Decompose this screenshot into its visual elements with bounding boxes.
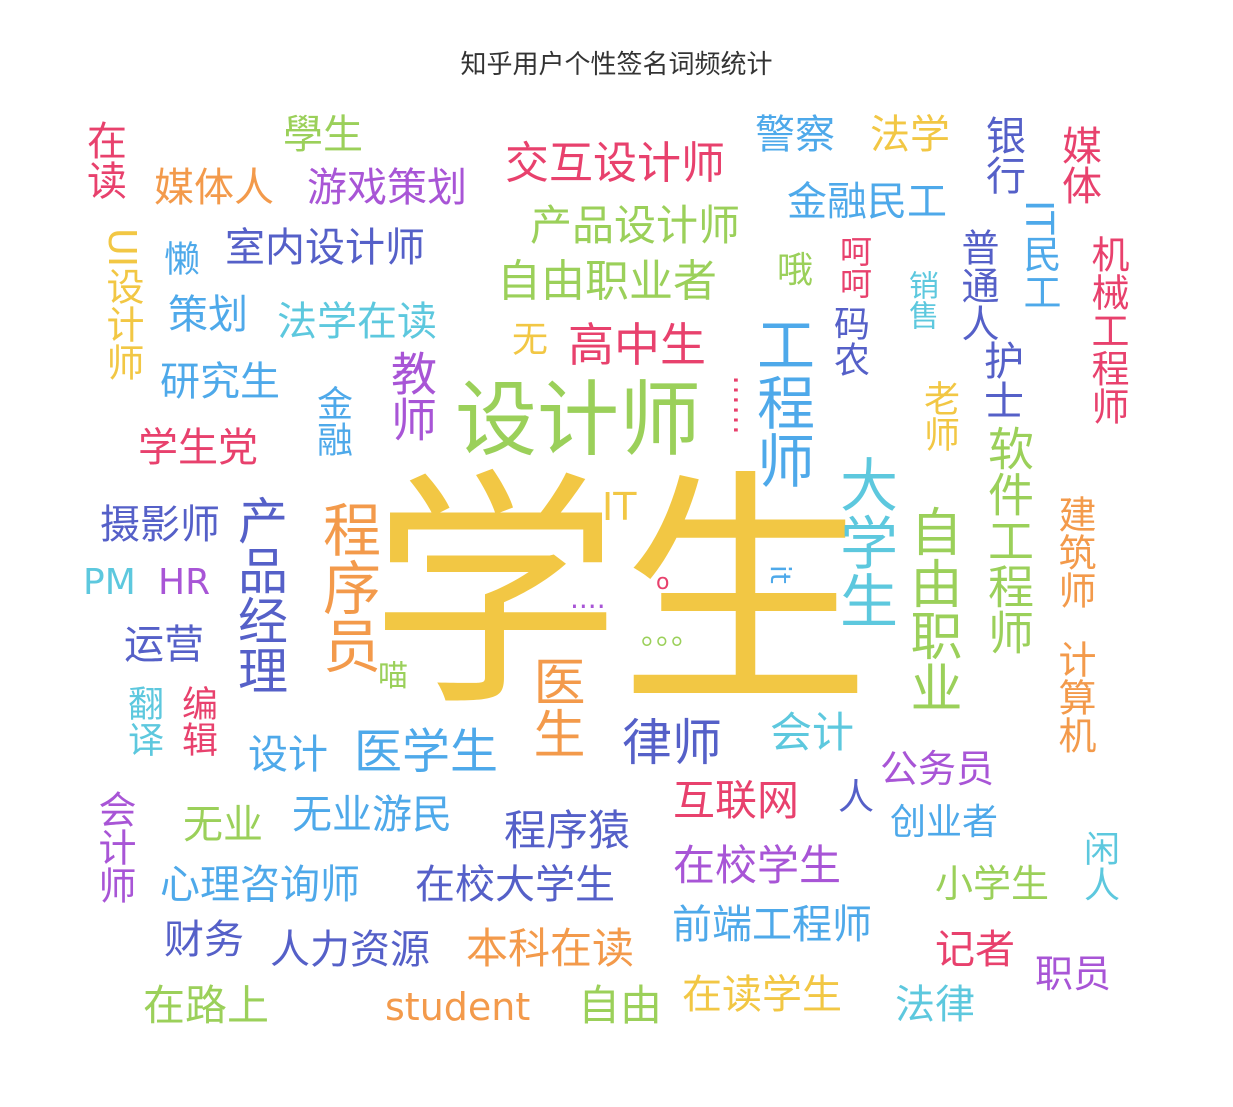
word-81: ……	[726, 375, 761, 435]
word-57: 在校学生	[673, 841, 842, 890]
word-6: 产品经理	[230, 495, 288, 695]
word-12: 医学生	[354, 724, 499, 780]
word-18: 游戏策划	[307, 165, 467, 211]
word-76: 无	[506, 320, 547, 356]
word-3: 工程师	[747, 315, 815, 489]
word-4: 大学生	[830, 455, 898, 629]
word-80: 喵	[378, 659, 408, 694]
word-9: 软件工程师	[981, 425, 1035, 655]
word-38: 编辑	[176, 685, 217, 757]
word-56: 职员	[1035, 952, 1112, 996]
word-77: 金融	[311, 385, 352, 457]
word-34: PM	[83, 562, 136, 603]
word-11: 律师	[622, 714, 722, 772]
word-60: 创业者	[890, 802, 999, 843]
word-43: 程序猿	[504, 806, 631, 855]
word-26: 室内设计师	[225, 225, 425, 271]
word-16: 高中生	[568, 318, 706, 372]
word-22: 法学	[870, 112, 950, 158]
word-65: 计算机	[1052, 640, 1096, 754]
word-21: 警察	[755, 112, 835, 158]
word-24: 媒体	[1055, 125, 1101, 205]
word-64: 闲人	[1078, 830, 1119, 902]
word-82: ....	[570, 582, 606, 615]
word-46: 财务	[164, 917, 244, 963]
word-31: 研究生	[160, 359, 280, 405]
word-35: HR	[158, 562, 211, 603]
word-83: o	[656, 570, 670, 595]
word-61: 公务员	[880, 747, 995, 791]
word-48: 本科在读	[466, 924, 635, 973]
word-41: 无业	[183, 802, 263, 848]
word-36: 运营	[124, 622, 204, 668]
word-29: 策划	[168, 292, 248, 338]
word-13: 交互设计师	[505, 138, 725, 189]
word-17: 媒体人	[154, 165, 274, 211]
word-14: 产品设计师	[530, 201, 741, 250]
word-70: 护士	[977, 340, 1023, 420]
word-44: 心理咨询师	[160, 862, 360, 908]
word-5: 程序员	[313, 500, 381, 674]
chart-title: 知乎用户个性签名词频统计	[460, 50, 773, 80]
word-23: 银行	[979, 115, 1025, 195]
word-28: UI设计师	[100, 228, 144, 382]
word-58: 互联网	[673, 776, 800, 825]
word-59: 人	[838, 777, 875, 818]
word-54: 前端工程师	[672, 902, 872, 948]
word-73: 码农	[828, 305, 869, 377]
word-50: student	[385, 985, 531, 1029]
word-45: 在校大学生	[415, 862, 615, 908]
word-39: 设计	[248, 732, 328, 778]
word-30: 法学在读	[277, 299, 437, 345]
word-47: 人力资源	[270, 927, 430, 973]
word-2: 设计师	[455, 373, 702, 468]
word-8: 自由职业	[901, 505, 961, 713]
word-10: 教师	[384, 350, 438, 442]
word-69: 普通人	[955, 228, 999, 342]
word-15: 自由职业者	[497, 256, 717, 307]
word-49: 在路上	[143, 981, 270, 1030]
word-19: 學生	[283, 112, 363, 158]
word-71: 销售	[903, 270, 938, 330]
word-67: 机械工程师	[1085, 235, 1129, 425]
word-1: 学生	[370, 449, 870, 740]
word-40: 会计师	[92, 790, 136, 904]
word-62: 小学生	[935, 862, 1050, 906]
word-68: IT民工	[1017, 200, 1061, 311]
word-32: 学生党	[138, 425, 258, 471]
word-79: it	[764, 565, 797, 584]
word-55: 记者	[935, 927, 1015, 973]
word-84: 。。。	[641, 617, 701, 652]
word-37: 翻译	[122, 685, 163, 757]
word-33: 摄影师	[100, 502, 220, 548]
word-7: 医生	[524, 655, 584, 759]
word-66: 建筑师	[1052, 495, 1096, 609]
word-74: 呵呵	[835, 235, 873, 299]
word-51: 自由	[578, 981, 663, 1030]
word-78: IT	[602, 485, 637, 529]
word-75: 哦	[777, 250, 814, 291]
word-20: 在读	[80, 120, 126, 200]
word-42: 无业游民	[292, 792, 452, 838]
word-52: 在读学生	[682, 972, 842, 1018]
word-53: 法律	[895, 982, 975, 1028]
word-27: 懒	[158, 240, 199, 276]
word-72: 老师	[918, 380, 959, 452]
word-25: 金融民工	[787, 179, 947, 225]
word-63: 会计	[770, 708, 855, 757]
